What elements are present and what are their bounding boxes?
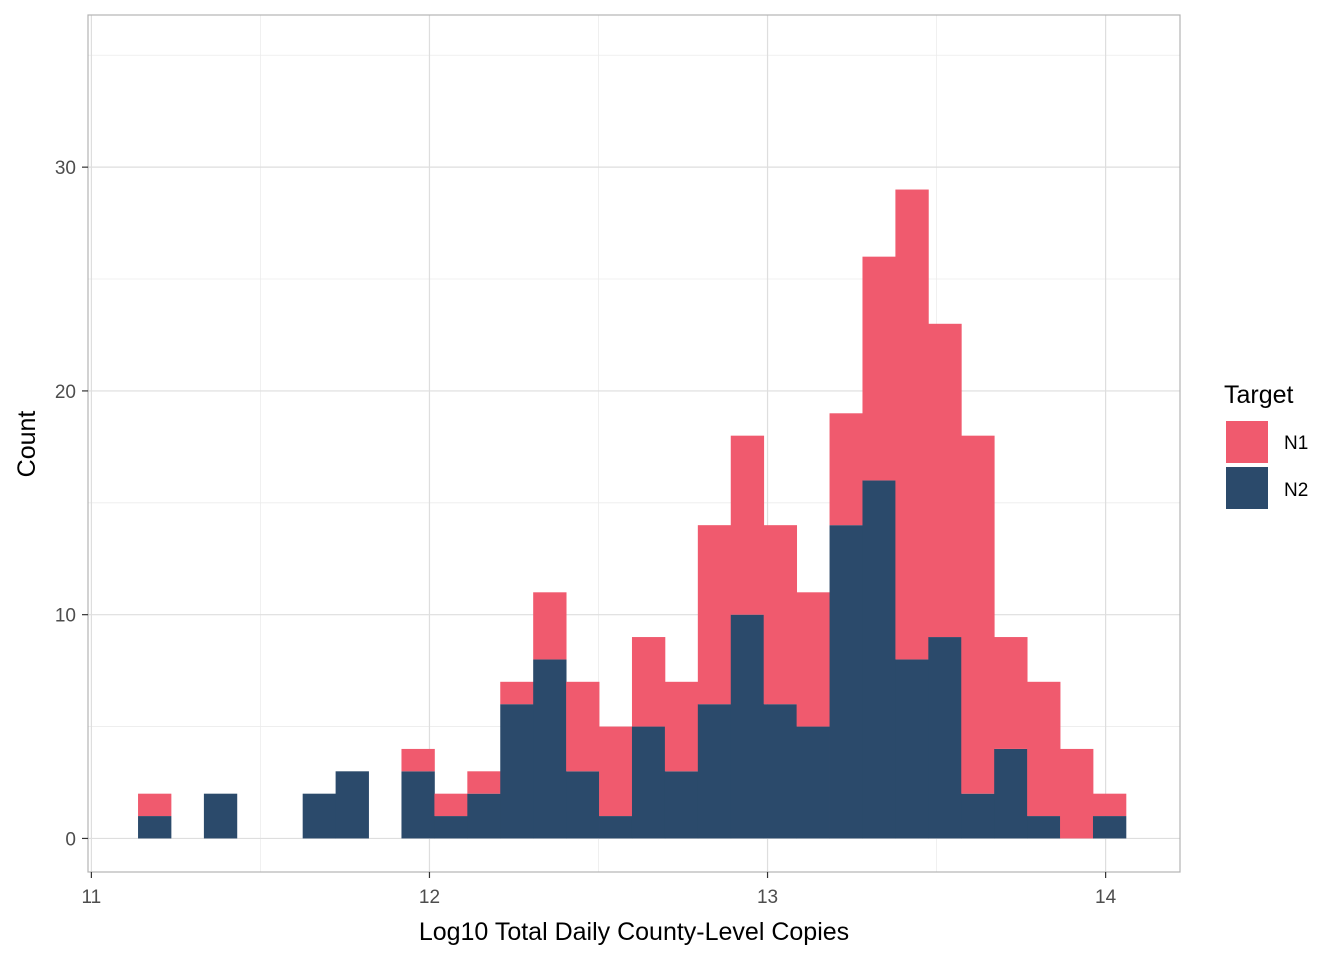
bar-n2 (1027, 816, 1061, 839)
legend-swatch-n2 (1226, 467, 1268, 509)
x-axis-title: Log10 Total Daily County-Level Copies (419, 918, 849, 946)
bar-n2 (533, 659, 567, 839)
bar-n1 (895, 189, 929, 660)
bar-n1 (664, 681, 699, 772)
bar-n2 (763, 704, 798, 839)
y-tick-label: 10 (55, 606, 76, 627)
bar-n1 (1060, 748, 1094, 839)
bar-n2 (566, 771, 600, 839)
bar-n1 (994, 637, 1028, 749)
bar-n1 (763, 525, 798, 705)
bar-n2 (730, 614, 765, 839)
bar-n2 (895, 659, 929, 839)
y-axis: 0 10 20 30 (55, 158, 88, 850)
bar-n2 (994, 748, 1028, 839)
y-axis-title: Count (13, 411, 41, 478)
bar-n1 (862, 256, 896, 481)
bar-n1 (1027, 681, 1061, 817)
bar-n2 (796, 726, 830, 839)
bar-n1 (961, 435, 995, 794)
bar-n2 (599, 816, 633, 839)
bar-n1 (697, 525, 732, 705)
legend-title: Target (1224, 381, 1294, 409)
x-axis: 11 12 13 14 (82, 872, 1117, 908)
legend-label-n2: N2 (1284, 480, 1308, 501)
bar-n2 (631, 726, 666, 839)
bar-n1 (500, 681, 534, 705)
bar-n1 (928, 323, 962, 638)
bar-n2 (829, 525, 863, 839)
panel-border (87, 14, 1181, 873)
bar-n1 (730, 435, 765, 615)
bar-n1 (467, 771, 501, 794)
bar-n1 (566, 681, 600, 772)
bar-n1 (631, 637, 666, 727)
bar-n2 (302, 793, 337, 839)
bar-n2 (1092, 816, 1127, 839)
bar-n2 (928, 637, 962, 839)
bars (138, 189, 1127, 839)
bar-n2 (335, 771, 369, 839)
bar-n2 (434, 816, 468, 839)
bar-n1 (533, 592, 567, 660)
y-tick-label: 20 (55, 382, 76, 403)
bar-n2 (138, 816, 172, 839)
bar-n2 (467, 793, 501, 839)
bar-n1 (434, 793, 468, 817)
bar-n1 (599, 726, 633, 817)
bar-n1 (1092, 793, 1127, 817)
y-tick-label: 30 (55, 158, 76, 179)
x-tick-label: 14 (1095, 887, 1117, 908)
x-tick-label: 13 (757, 887, 778, 908)
bar-n2 (697, 704, 732, 839)
bar-n2 (500, 704, 534, 839)
legend-label-n1: N1 (1284, 433, 1308, 454)
bar-n1 (829, 413, 863, 526)
bar-n2 (862, 480, 896, 839)
bar-n2 (203, 793, 238, 839)
bar-n1 (796, 592, 830, 727)
bar-n2 (664, 771, 699, 839)
bar-n1 (138, 793, 172, 817)
legend-swatch-n1 (1226, 421, 1268, 463)
x-tick-label: 11 (82, 887, 102, 908)
x-tick-label: 12 (419, 887, 440, 908)
bar-n1 (401, 748, 435, 772)
y-tick-label: 0 (65, 829, 76, 850)
bar-n2 (961, 793, 995, 839)
legend: Target N1 N2 (1224, 381, 1308, 509)
bar-n2 (401, 771, 435, 839)
